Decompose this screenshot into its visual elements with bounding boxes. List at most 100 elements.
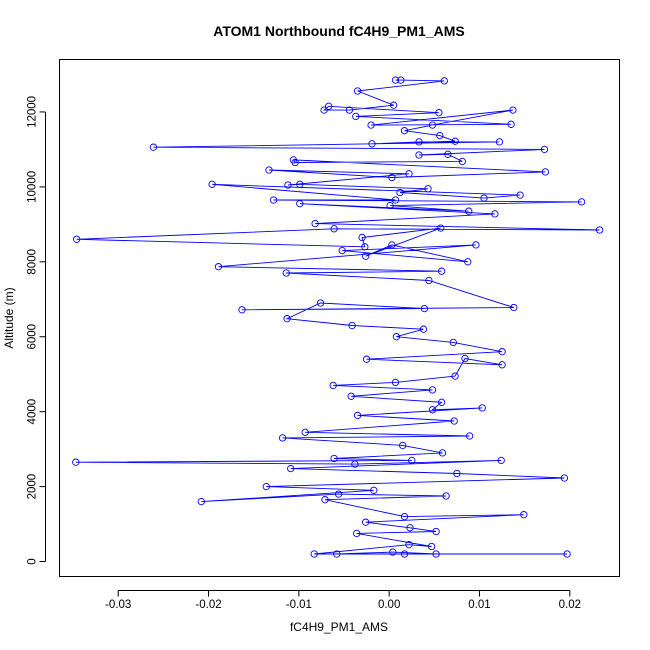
- data-point: [334, 490, 343, 498]
- data-point: [449, 338, 457, 347]
- data-point: [507, 120, 515, 128]
- data-point: [509, 106, 517, 114]
- data-point: [428, 386, 437, 394]
- data-point: [396, 188, 404, 197]
- x-axis-label: fC4H9_PM1_AMS: [290, 620, 388, 634]
- data-point: [283, 315, 291, 323]
- data-point: [333, 550, 341, 558]
- data-point: [451, 372, 459, 380]
- data-point: [310, 550, 318, 558]
- x-tick-label: -0.02: [195, 599, 221, 611]
- data-point: [440, 77, 448, 85]
- x-tick-label: -0.03: [105, 599, 131, 611]
- data-point: [458, 157, 466, 166]
- data-point: [388, 173, 396, 182]
- y-axis: 0 2000 4000 6000 8000 10000 12000: [27, 96, 46, 565]
- data-point: [478, 404, 486, 412]
- data-point: [406, 524, 414, 532]
- data-point: [438, 449, 447, 457]
- data-point: [392, 333, 401, 341]
- data-point: [316, 299, 325, 307]
- data-point: [432, 550, 440, 558]
- data-point: [595, 226, 604, 234]
- data-point: [415, 138, 423, 146]
- data-point: [397, 76, 405, 84]
- data-point: [405, 170, 413, 178]
- data-point: [436, 131, 444, 140]
- data-point: [461, 354, 469, 363]
- data-point: [408, 456, 416, 465]
- data-point: [495, 138, 504, 146]
- data-point: [419, 325, 428, 333]
- data-point: [563, 550, 571, 558]
- chart-title: ATOM1 Northbound fC4H9_PM1_AMS: [213, 23, 465, 39]
- data-point: [465, 207, 473, 215]
- data-point: [442, 492, 450, 500]
- data-point: [464, 258, 472, 266]
- data-point: [262, 482, 270, 491]
- data-point: [577, 198, 586, 206]
- series-line: [75, 79, 600, 555]
- x-tick-label: 0.01: [468, 599, 490, 611]
- data-point: [265, 166, 273, 174]
- data-point: [338, 246, 346, 255]
- data-point: [389, 548, 397, 556]
- data-point: [330, 454, 338, 463]
- data-point: [540, 145, 549, 154]
- data-point: [498, 348, 506, 356]
- data-point: [73, 235, 81, 243]
- data-point: [348, 321, 356, 330]
- data-point: [400, 127, 409, 135]
- data-point: [197, 497, 205, 506]
- data-point: [386, 201, 394, 210]
- data-point: [424, 185, 432, 193]
- data-point: [391, 196, 400, 204]
- data-point: [345, 106, 354, 114]
- data-point: [287, 464, 295, 473]
- data-point: [497, 456, 505, 465]
- data-point: [278, 434, 287, 442]
- x-tick-label: 0.00: [378, 599, 400, 611]
- data-point: [208, 180, 216, 188]
- data-point: [72, 458, 80, 466]
- data-point: [516, 191, 524, 199]
- data-point: [368, 140, 376, 148]
- data-point: [362, 518, 370, 526]
- data-point: [325, 102, 333, 110]
- data-point: [450, 417, 458, 425]
- y-tick-label: 0: [27, 558, 39, 564]
- data-point: [361, 243, 369, 251]
- data-point: [353, 411, 362, 420]
- data-point: [472, 241, 480, 249]
- data-point: [391, 378, 400, 387]
- data-point: [347, 392, 355, 400]
- data-point: [321, 496, 329, 504]
- data-point: [149, 143, 158, 151]
- data-point: [400, 512, 409, 521]
- data-point: [351, 460, 359, 468]
- plot-area-frame: [59, 59, 620, 577]
- data-point: [560, 474, 569, 482]
- data-point: [352, 112, 360, 121]
- data-point: [284, 181, 292, 189]
- data-point: [427, 542, 436, 551]
- data-point: [301, 428, 309, 436]
- data-point: [269, 196, 278, 204]
- data-point: [358, 233, 366, 242]
- data-point: [465, 432, 474, 440]
- data-point: [405, 541, 413, 549]
- data-point: [370, 486, 378, 494]
- data-point: [420, 304, 429, 313]
- data-point: [214, 263, 223, 271]
- x-tick-label: 0.02: [559, 599, 581, 611]
- data-point: [444, 150, 452, 158]
- data-point: [390, 101, 398, 109]
- data-point: [400, 550, 409, 558]
- data-point: [437, 224, 445, 232]
- data-point: [437, 398, 446, 406]
- y-tick-label: 2000: [27, 474, 39, 500]
- y-tick-label: 12000: [27, 96, 39, 128]
- data-point: [311, 219, 319, 228]
- data-point: [451, 137, 459, 145]
